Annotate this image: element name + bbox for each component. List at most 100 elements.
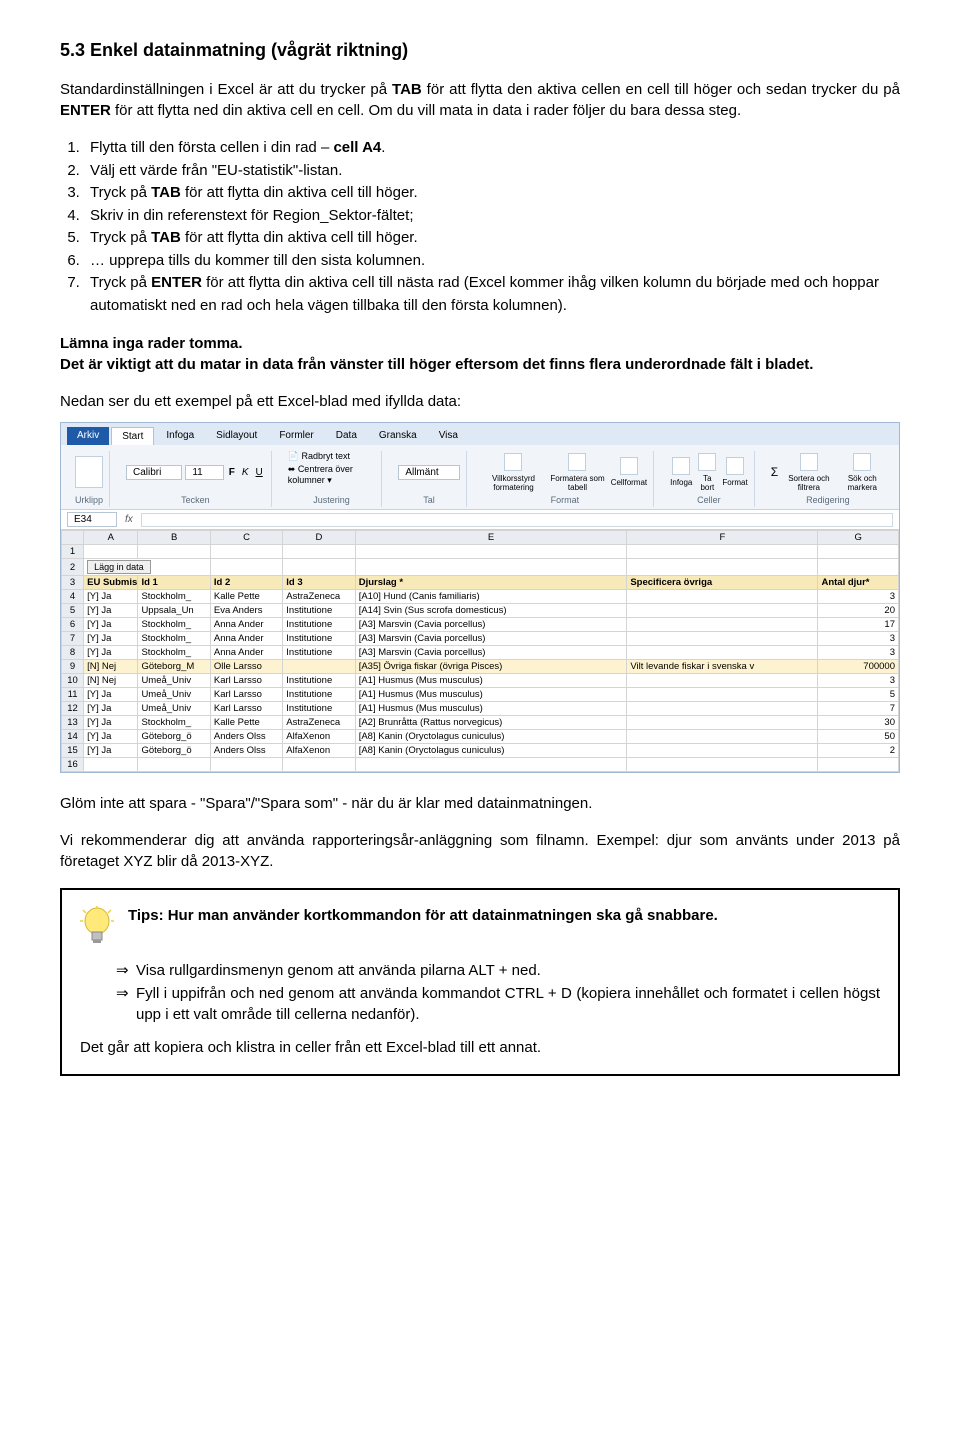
paste-icon[interactable] <box>75 456 103 488</box>
cell[interactable] <box>627 618 818 632</box>
cell[interactable]: [Y] Ja <box>84 632 138 646</box>
cell[interactable]: [N] Nej <box>84 674 138 688</box>
cell[interactable]: Karl Larsso <box>210 702 282 716</box>
fx-icon[interactable]: fx <box>125 514 133 525</box>
col-header[interactable]: F <box>627 531 818 545</box>
sort-icon[interactable] <box>800 453 818 471</box>
cell[interactable]: Göteborg_ö <box>138 744 210 758</box>
font-size[interactable]: 11 <box>185 465 223 480</box>
cell[interactable]: Institutione <box>283 646 355 660</box>
cell[interactable]: AstraZeneca <box>283 590 355 604</box>
cell[interactable] <box>627 730 818 744</box>
cell[interactable]: [Y] Ja <box>84 618 138 632</box>
cell[interactable]: Institutione <box>283 674 355 688</box>
cell[interactable]: 700000 <box>818 660 899 674</box>
cell[interactable]: [A10] Hund (Canis familiaris) <box>355 590 627 604</box>
row-header[interactable]: 13 <box>62 716 84 730</box>
ribbon-tab[interactable]: Arkiv <box>67 427 109 445</box>
col-header[interactable]: A <box>84 531 138 545</box>
cell[interactable]: Eva Anders <box>210 604 282 618</box>
cell[interactable]: Karl Larsso <box>210 674 282 688</box>
row-header[interactable]: 6 <box>62 618 84 632</box>
ribbon-tab[interactable]: Visa <box>429 427 468 445</box>
cell[interactable]: Institutione <box>283 688 355 702</box>
wrap-text-button[interactable]: 📄 Radbryt text <box>288 451 350 462</box>
cell[interactable]: Göteborg_M <box>138 660 210 674</box>
cell[interactable]: 5 <box>818 688 899 702</box>
cell[interactable] <box>627 716 818 730</box>
cell[interactable]: Karl Larsso <box>210 688 282 702</box>
cell[interactable]: 2 <box>818 744 899 758</box>
row-header[interactable]: 5 <box>62 604 84 618</box>
cell[interactable]: 30 <box>818 716 899 730</box>
cell[interactable]: [Y] Ja <box>84 744 138 758</box>
add-data-button[interactable]: Lägg in data <box>87 560 151 574</box>
cell[interactable]: 3 <box>818 632 899 646</box>
row-header[interactable]: 9 <box>62 660 84 674</box>
cell[interactable]: Anna Ander <box>210 618 282 632</box>
cell[interactable]: 7 <box>818 702 899 716</box>
cell[interactable]: [Y] Ja <box>84 702 138 716</box>
number-format[interactable]: Allmänt <box>398 465 459 480</box>
row-header[interactable]: 14 <box>62 730 84 744</box>
row-header[interactable]: 12 <box>62 702 84 716</box>
ribbon-tab[interactable]: Formler <box>269 427 323 445</box>
cell[interactable]: Anders Olss <box>210 744 282 758</box>
cell[interactable]: AlfaXenon <box>283 730 355 744</box>
font-name[interactable]: Calibri <box>126 465 182 480</box>
worksheet[interactable]: ABCDEFG12Lägg in data3EU Submission *Id … <box>61 530 899 772</box>
cell[interactable]: Stockholm_ <box>138 632 210 646</box>
row-header[interactable]: 10 <box>62 674 84 688</box>
cell[interactable]: [A3] Marsvin (Cavia porcellus) <box>355 646 627 660</box>
cell[interactable]: [A2] Brunråtta (Rattus norvegicus) <box>355 716 627 730</box>
col-header[interactable]: G <box>818 531 899 545</box>
bold-button[interactable]: F <box>227 467 237 478</box>
cell[interactable]: Anders Olss <box>210 730 282 744</box>
row-header[interactable]: 2 <box>62 559 84 576</box>
cell[interactable]: [A8] Kanin (Oryctolagus cuniculus) <box>355 730 627 744</box>
row-header[interactable]: 7 <box>62 632 84 646</box>
cell[interactable]: Stockholm_ <box>138 590 210 604</box>
cell[interactable] <box>627 632 818 646</box>
col-header[interactable] <box>62 531 84 545</box>
ribbon-tab[interactable]: Sidlayout <box>206 427 267 445</box>
format-table-icon[interactable] <box>568 453 586 471</box>
cell[interactable]: [A1] Husmus (Mus musculus) <box>355 702 627 716</box>
cell[interactable]: Stockholm_ <box>138 618 210 632</box>
autosum-icon[interactable]: Σ <box>771 465 778 479</box>
cell[interactable] <box>627 688 818 702</box>
cell[interactable]: Institutione <box>283 632 355 646</box>
formula-input[interactable] <box>141 513 893 527</box>
cell[interactable] <box>627 702 818 716</box>
cell[interactable]: 3 <box>818 646 899 660</box>
cell[interactable]: Olle Larsso <box>210 660 282 674</box>
cell[interactable]: [A3] Marsvin (Cavia porcellus) <box>355 618 627 632</box>
merge-button[interactable]: ⬌ Centrera över kolumner ▾ <box>288 464 376 486</box>
col-header[interactable]: C <box>210 531 282 545</box>
cell[interactable]: Anna Ander <box>210 632 282 646</box>
cell[interactable]: Stockholm_ <box>138 716 210 730</box>
cell[interactable] <box>627 674 818 688</box>
cell[interactable]: Stockholm_ <box>138 646 210 660</box>
row-header[interactable]: 11 <box>62 688 84 702</box>
cell[interactable]: AlfaXenon <box>283 744 355 758</box>
cell[interactable]: [A1] Husmus (Mus musculus) <box>355 688 627 702</box>
cell[interactable]: [Y] Ja <box>84 646 138 660</box>
row-header[interactable]: 4 <box>62 590 84 604</box>
ribbon-tab[interactable]: Infoga <box>156 427 204 445</box>
cell[interactable]: [Y] Ja <box>84 590 138 604</box>
cell[interactable]: Umeå_Univ <box>138 702 210 716</box>
cell[interactable]: Kalle Pette <box>210 716 282 730</box>
name-box[interactable]: E34 <box>67 512 117 527</box>
row-header[interactable]: 8 <box>62 646 84 660</box>
find-icon[interactable] <box>853 453 871 471</box>
cell[interactable]: [A1] Husmus (Mus musculus) <box>355 674 627 688</box>
cell[interactable]: [Y] Ja <box>84 730 138 744</box>
cell[interactable]: [Y] Ja <box>84 716 138 730</box>
row-header[interactable]: 15 <box>62 744 84 758</box>
cell[interactable]: 17 <box>818 618 899 632</box>
ribbon-tab[interactable]: Granska <box>369 427 427 445</box>
cell[interactable]: Institutione <box>283 604 355 618</box>
ribbon-tab[interactable]: Start <box>111 427 154 445</box>
cell[interactable]: Umeå_Univ <box>138 688 210 702</box>
